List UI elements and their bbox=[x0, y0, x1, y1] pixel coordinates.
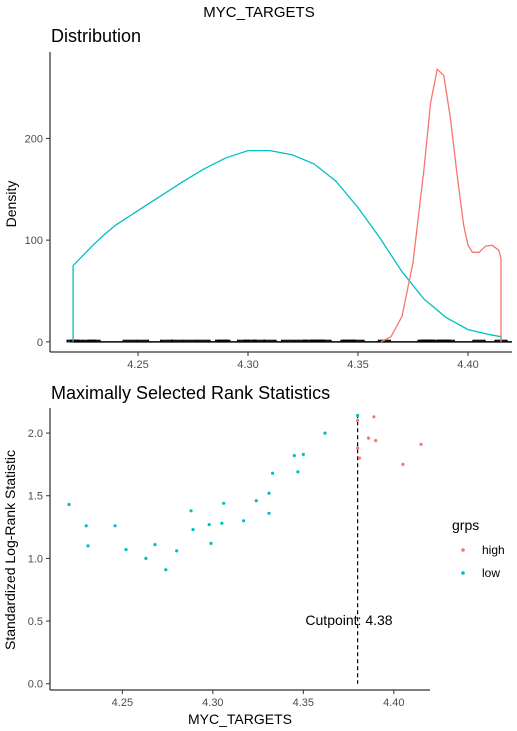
point-high bbox=[401, 462, 405, 466]
point-low bbox=[153, 543, 157, 547]
point-low bbox=[113, 524, 117, 528]
point-high bbox=[374, 439, 378, 443]
rank-y-tick-label: 1.5 bbox=[28, 491, 43, 503]
rank-y-tick-label: 0.0 bbox=[28, 679, 43, 691]
legend-title: grps bbox=[452, 517, 479, 533]
point-low bbox=[222, 501, 226, 505]
point-low bbox=[271, 471, 275, 475]
rank-x-tick-label: 4.40 bbox=[383, 697, 404, 709]
distribution-x-tick-label: 4.40 bbox=[457, 359, 478, 371]
cutpoint-label: Cutpoint: 4.38 bbox=[305, 612, 392, 628]
legend-key-high bbox=[461, 548, 465, 552]
distribution-y-tick-label: 0 bbox=[37, 337, 43, 349]
point-low bbox=[86, 544, 90, 548]
rank-y-tick-label: 1.0 bbox=[28, 553, 43, 565]
point-low bbox=[296, 470, 300, 474]
point-low bbox=[254, 499, 258, 503]
rank-x-tick-label: 4.25 bbox=[112, 697, 133, 709]
point-low bbox=[267, 491, 271, 495]
rank-x-tick-label: 4.30 bbox=[202, 697, 223, 709]
point-low bbox=[301, 452, 305, 456]
point-low bbox=[323, 431, 327, 435]
legend-label-high: high bbox=[482, 543, 505, 557]
rank-statistics-panel: Maximally Selected Rank Statistics Stand… bbox=[2, 383, 430, 727]
rank-y-tick-label: 2.0 bbox=[28, 428, 43, 440]
point-low bbox=[356, 413, 360, 418]
point-low bbox=[191, 528, 195, 532]
rank-statistics-x-axis-title: MYC_TARGETS bbox=[188, 711, 292, 727]
point-low bbox=[144, 556, 148, 561]
distribution-x-tick-label: 4.25 bbox=[127, 359, 148, 371]
point-high bbox=[419, 442, 423, 446]
distribution-y-tick-label: 200 bbox=[25, 133, 43, 145]
point-low bbox=[267, 511, 271, 515]
density-line-high bbox=[380, 68, 502, 343]
point-low bbox=[84, 524, 88, 528]
point-high bbox=[356, 418, 360, 423]
point-high bbox=[366, 436, 371, 440]
point-high bbox=[372, 415, 376, 419]
rank-statistics-title: Maximally Selected Rank Statistics bbox=[51, 383, 330, 403]
point-high bbox=[357, 456, 361, 460]
point-low bbox=[189, 509, 193, 513]
distribution-y-axis-title: Density bbox=[3, 181, 19, 228]
density-line-low bbox=[72, 149, 502, 342]
point-low bbox=[207, 523, 211, 527]
point-low bbox=[220, 521, 224, 525]
rank-y-tick-label: 0.5 bbox=[28, 616, 43, 628]
point-low bbox=[67, 502, 71, 507]
figure-title: MYC_TARGETS bbox=[203, 4, 314, 21]
point-low bbox=[175, 549, 179, 553]
point-low bbox=[209, 541, 213, 546]
point-low bbox=[124, 548, 128, 552]
legend: grps high low bbox=[452, 517, 505, 580]
point-high bbox=[356, 446, 360, 450]
distribution-x-tick-label: 4.30 bbox=[237, 359, 258, 371]
rank-statistics-y-axis-title: Standardized Log-Rank Statistic bbox=[2, 450, 18, 650]
point-low bbox=[292, 454, 296, 458]
point-low bbox=[242, 519, 246, 523]
rank-x-tick-label: 4.35 bbox=[293, 697, 314, 709]
legend-key-low bbox=[461, 571, 465, 575]
point-low bbox=[164, 568, 168, 572]
distribution-panel: Distribution Density 0 100 200 4.25 4.30 4.35… bbox=[3, 26, 512, 371]
distribution-x-tick-label: 4.35 bbox=[347, 359, 368, 371]
legend-label-low: low bbox=[482, 566, 500, 580]
distribution-y-tick-label: 100 bbox=[25, 235, 43, 247]
distribution-title: Distribution bbox=[51, 26, 141, 46]
